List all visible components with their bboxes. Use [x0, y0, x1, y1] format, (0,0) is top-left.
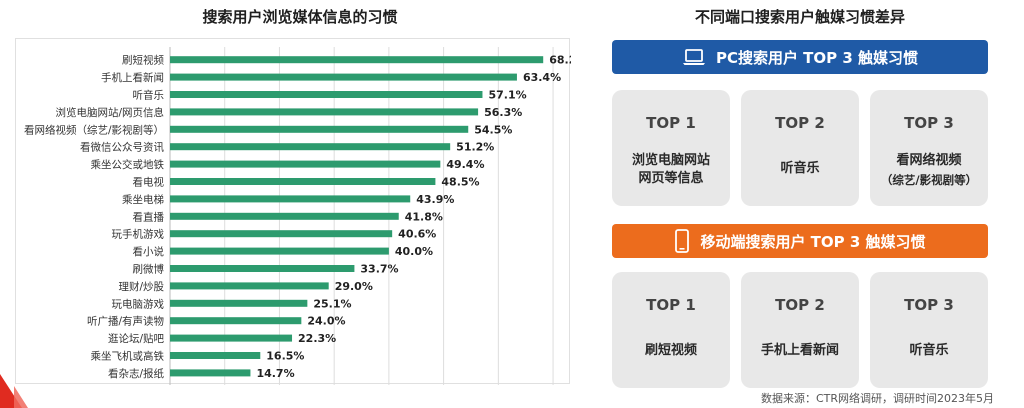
value-label: 54.5% [474, 123, 512, 136]
category-label: 乘坐公交或地铁 [91, 158, 165, 171]
bar [170, 212, 399, 220]
comparison-title: 不同端口搜索用户触媒习惯差异 [694, 8, 905, 26]
value-label: 63.4% [523, 71, 561, 84]
card-rank: TOP 2 [775, 114, 825, 132]
category-label: 理财/炒股 [118, 280, 164, 293]
bar [170, 334, 293, 342]
category-label: 看直播 [133, 210, 165, 223]
category-label: 听广播/有声读物 [87, 315, 164, 328]
category-label: 玩手机游戏 [112, 228, 165, 241]
category-label: 刷微博 [133, 263, 165, 276]
mobile-top2-card: TOP 2 手机上看新闻 [741, 272, 859, 388]
card-name-line2: 网页等信息 [638, 171, 704, 186]
value-label: 40.0% [395, 245, 433, 258]
bar [170, 282, 329, 290]
card-name-line1: 看网络视频 [896, 153, 962, 168]
value-label: 43.9% [416, 193, 454, 206]
value-label: 22.3% [298, 332, 336, 345]
bar [170, 108, 479, 116]
bar [170, 230, 393, 238]
card-name-line1: 听音乐 [780, 161, 820, 176]
value-label: 49.4% [446, 158, 484, 171]
value-label: 57.1% [488, 89, 526, 102]
bar [170, 317, 302, 325]
value-label: 16.5% [266, 350, 304, 363]
bar [170, 178, 436, 185]
chart-title: 搜索用户浏览媒体信息的习惯 [202, 8, 398, 26]
pc-top3-card: TOP 3 看网络视频 （综艺/影视剧等） [870, 90, 988, 206]
value-label: 33.7% [360, 263, 398, 276]
value-label: 14.7% [256, 367, 294, 380]
card-rank: TOP 1 [646, 296, 696, 314]
smartphone-icon [674, 229, 690, 253]
card-name: 听音乐 [909, 343, 949, 358]
bar [170, 352, 261, 359]
value-label: 51.2% [456, 141, 494, 154]
bar-chart-panel: 刷短视频 68.2% 手机上看新闻 63.4% 听音乐 57.1% 浏览电脑网站/网页信息 5… [15, 38, 571, 385]
bar [170, 91, 483, 98]
bar [170, 73, 517, 81]
card-name-line2: （综艺/影视剧等） [880, 173, 978, 187]
card-rank: TOP 3 [904, 296, 954, 314]
pc-banner: PC搜索用户 TOP 3 触媒习惯 [612, 40, 988, 74]
data-source-note: 数据来源：CTR网络调研，调研时间2023年5月 [760, 392, 994, 405]
laptop-icon [682, 48, 706, 66]
value-label: 25.1% [313, 297, 351, 310]
bar [170, 160, 441, 168]
category-label: 逛论坛/贴吧 [108, 332, 165, 345]
bar [170, 125, 469, 133]
pc-top2-card: TOP 2 听音乐 [741, 90, 859, 206]
category-label: 玩电脑游戏 [112, 297, 165, 310]
value-label: 48.5% [441, 176, 479, 189]
value-label: 29.0% [335, 280, 373, 293]
decor-corner-2 [14, 386, 28, 408]
bar [170, 247, 389, 255]
category-label: 看网络视频（综艺/影视剧等） [24, 123, 164, 136]
mobile-banner: 移动端搜索用户 TOP 3 触媒习惯 [612, 224, 988, 258]
value-label: 68.2% [549, 54, 571, 67]
category-label: 手机上看新闻 [101, 71, 164, 84]
card-name: 刷短视频 [644, 343, 697, 358]
category-label: 看微信公众号资讯 [80, 141, 164, 154]
bar-chart: 刷短视频 68.2% 手机上看新闻 63.4% 听音乐 57.1% 浏览电脑网站/网页信息 5… [24, 47, 571, 385]
category-label: 浏览电脑网站/网页信息 [55, 106, 164, 119]
bar [170, 299, 308, 307]
category-label: 看杂志/报纸 [108, 367, 165, 380]
card-rank: TOP 2 [775, 296, 825, 314]
bar [170, 369, 251, 377]
bar [170, 143, 451, 151]
category-label: 看电视 [133, 176, 165, 189]
value-label: 41.8% [405, 210, 443, 223]
card-name-line1: 浏览电脑网站 [631, 153, 710, 168]
category-label: 刷短视频 [122, 54, 164, 67]
category-label: 看小说 [133, 245, 165, 258]
bar [170, 56, 544, 64]
card-name: 手机上看新闻 [760, 343, 839, 358]
bar [170, 265, 355, 272]
value-label: 24.0% [307, 315, 345, 328]
card-rank: TOP 1 [646, 114, 696, 132]
value-label: 40.6% [398, 228, 436, 241]
pc-banner-label: PC搜索用户 TOP 3 触媒习惯 [715, 48, 919, 67]
mobile-banner-label: 移动端搜索用户 TOP 3 触媒习惯 [700, 232, 926, 251]
category-label: 乘坐电梯 [122, 193, 164, 206]
value-label: 56.3% [484, 106, 522, 119]
category-label: 乘坐飞机或高铁 [91, 350, 165, 363]
pc-top1-card: TOP 1 浏览电脑网站 网页等信息 [612, 90, 730, 206]
mobile-top1-card: TOP 1 刷短视频 [612, 272, 730, 388]
mobile-top3-card: TOP 3 听音乐 [870, 272, 988, 388]
card-rank: TOP 3 [904, 114, 954, 132]
category-label: 听音乐 [133, 89, 165, 102]
bar [170, 195, 411, 203]
